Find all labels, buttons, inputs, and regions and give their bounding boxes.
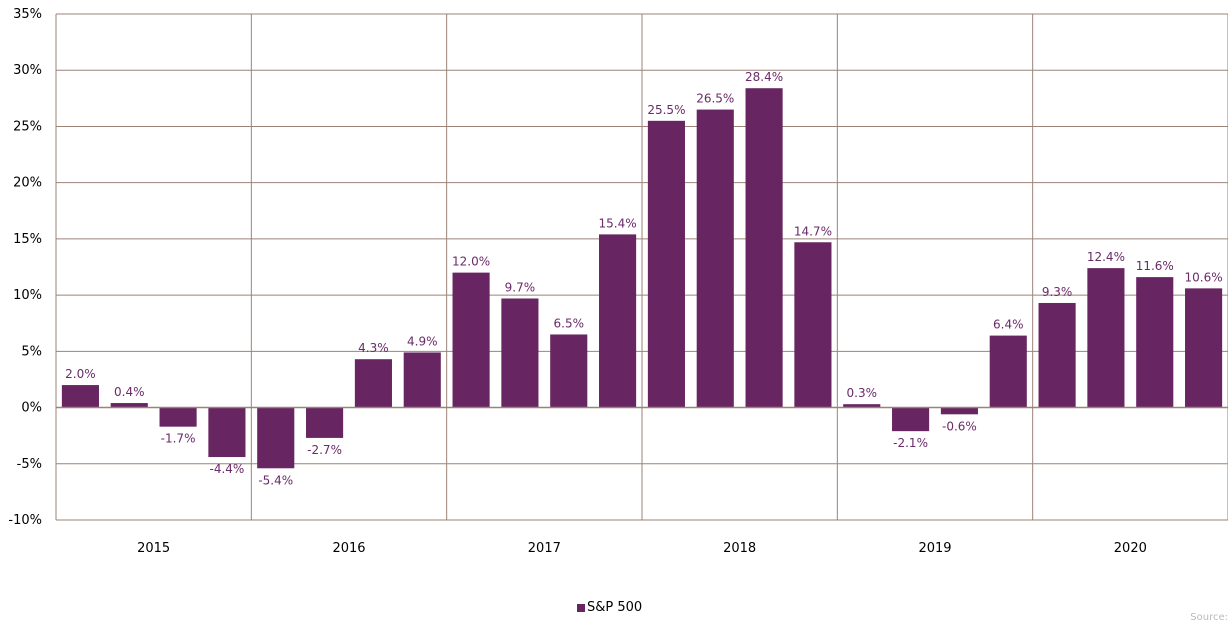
bar: [647, 120, 685, 408]
data-label: -2.1%: [893, 436, 928, 450]
bar: [745, 88, 783, 408]
data-label: -5.4%: [258, 473, 293, 487]
bar: [989, 335, 1027, 408]
y-tick-label: 20%: [13, 176, 42, 191]
x-tick-label: 2016: [332, 541, 365, 556]
y-axis-ticks: -10% -5% 0% 5% 10% 15% 20% 25% 30% 35%: [8, 7, 42, 528]
y-tick-label: 35%: [13, 7, 42, 22]
bar: [159, 407, 197, 427]
data-label: 9.7%: [505, 280, 536, 294]
y-tick-label: -10%: [8, 513, 42, 528]
bar: [403, 352, 441, 408]
data-label: 28.4%: [745, 70, 783, 84]
y-tick-label: 30%: [13, 63, 42, 78]
bar: [599, 234, 637, 408]
bar: [257, 407, 295, 469]
source-note: Source: FactSet: [1190, 612, 1228, 623]
y-tick-label: 15%: [13, 232, 42, 247]
y-tick-label: 25%: [13, 119, 42, 134]
legend-swatch: [577, 603, 585, 612]
data-label: 10.6%: [1185, 270, 1223, 284]
data-label: 0.3%: [847, 386, 878, 400]
data-label: 14.7%: [794, 224, 832, 238]
bar: [61, 385, 99, 408]
x-tick-label: 2019: [918, 541, 951, 556]
data-label: -0.6%: [942, 419, 977, 433]
data-label: 4.3%: [358, 341, 389, 355]
legend: S&P 500: [577, 600, 642, 615]
legend-label: S&P 500: [587, 600, 643, 615]
y-tick-label: 0%: [21, 401, 42, 416]
bars: [61, 88, 1223, 469]
bar: [354, 359, 392, 408]
x-tick-label: 2015: [137, 541, 170, 556]
data-label: 0.4%: [114, 385, 145, 399]
bar: [1136, 277, 1174, 408]
data-label: -4.4%: [210, 462, 245, 476]
bar: [696, 109, 734, 408]
data-label: -2.7%: [307, 443, 342, 457]
data-label: 4.9%: [407, 334, 438, 348]
bar: [1185, 288, 1223, 408]
bar: [892, 407, 930, 432]
y-tick-label: 5%: [21, 344, 42, 359]
data-label: 12.4%: [1087, 250, 1125, 264]
bar: [1038, 302, 1076, 408]
bar: [452, 272, 490, 408]
x-tick-label: 2018: [723, 541, 756, 556]
x-axis-labels: 2015 2016 2017 2018 2019 2020: [137, 541, 1147, 556]
data-label: 26.5%: [696, 92, 734, 106]
data-label: 11.6%: [1136, 259, 1174, 273]
bar: [1087, 268, 1125, 408]
data-label: 9.3%: [1042, 285, 1073, 299]
bar: [110, 403, 148, 408]
bar: [940, 407, 978, 415]
x-tick-label: 2020: [1114, 541, 1147, 556]
bar: [208, 407, 246, 458]
y-tick-label: -5%: [17, 457, 42, 472]
data-label: 6.4%: [993, 318, 1024, 332]
data-label: -1.7%: [161, 432, 196, 446]
bar: [501, 298, 539, 408]
bar: [794, 242, 832, 408]
y-tick-label: 10%: [13, 288, 42, 303]
bar: [843, 404, 881, 408]
data-label: 6.5%: [554, 316, 585, 330]
data-label: 2.0%: [65, 367, 96, 381]
bar: [550, 334, 588, 408]
data-label: 12.0%: [452, 255, 490, 269]
bar: [306, 407, 344, 438]
x-tick-label: 2017: [528, 541, 561, 556]
data-labels: 2.0% 0.4% -1.7% -4.4% -5.4% -2.7% 4.3% 4.9% 12.0…: [56, 70, 1228, 487]
data-label: 25.5%: [647, 103, 685, 117]
data-label: 15.4%: [599, 216, 637, 230]
